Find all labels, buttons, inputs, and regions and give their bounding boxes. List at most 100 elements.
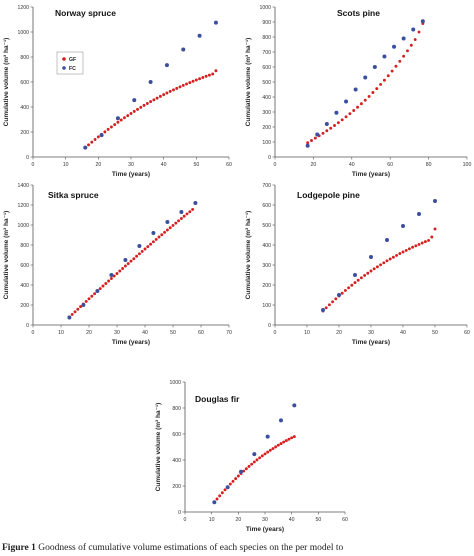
x-tick-label: 40: [349, 162, 355, 168]
gf-point: [404, 248, 408, 252]
x-axis-title: Time (years): [246, 526, 284, 533]
gf-point: [207, 73, 211, 77]
x-tick-label: 50: [170, 330, 176, 336]
x-axis-title: Time (years): [352, 339, 390, 346]
fc-point: [213, 20, 218, 25]
gf-point: [223, 488, 227, 492]
chart-panel-lodgepole-pine: 0 10 20 30 40 50 60 0 100 200 300 400 500 600 700 Time …: [237, 180, 474, 360]
y-axis-title: Cumulative volume (m³ ha⁻¹): [3, 211, 10, 300]
gf-point: [109, 277, 113, 280]
fc-point: [334, 110, 339, 115]
gf-point: [132, 109, 136, 113]
gf-point: [263, 452, 267, 456]
series-fc: [83, 20, 218, 150]
gf-point: [87, 297, 91, 301]
gf-point: [70, 312, 74, 316]
legend-fc-label: FC: [69, 66, 76, 72]
fc-point: [165, 220, 170, 224]
gf-point: [151, 240, 155, 244]
y-tick-label: 0: [268, 155, 271, 161]
x-tick-label: 100: [463, 162, 472, 168]
fc-point: [315, 132, 320, 137]
gf-point: [171, 223, 175, 227]
x-tick-label: 60: [226, 162, 232, 168]
gf-point: [157, 235, 161, 239]
gf-point: [413, 38, 417, 41]
gf-point: [142, 103, 146, 107]
gf-point: [356, 105, 360, 109]
y-tick-label: 900: [262, 20, 271, 26]
y-tick-label: 400: [20, 283, 29, 289]
x-tick-label: 0: [274, 330, 277, 336]
gf-point: [366, 271, 370, 275]
gf-point: [329, 126, 333, 130]
gf-point: [149, 100, 153, 104]
gf-point: [292, 435, 296, 439]
y-tick-label: 400: [172, 458, 181, 464]
x-tick-label: 10: [304, 330, 310, 336]
gf-point: [391, 255, 395, 259]
gf-point: [182, 214, 186, 218]
gf-point: [165, 91, 169, 95]
gf-point: [282, 440, 286, 444]
gf-point: [352, 109, 356, 112]
gf-point: [204, 74, 208, 78]
gf-point: [76, 307, 80, 311]
gf-point: [123, 264, 127, 268]
fc-point: [411, 27, 416, 32]
y-tick-label: 800: [262, 35, 271, 41]
chart-title: Sitka spruce: [48, 190, 99, 200]
gf-point: [149, 242, 153, 246]
gf-point: [107, 279, 111, 283]
gf-point: [154, 237, 158, 241]
chart-svg-2: 0 10 20 30 40 50 60 70 0 200 400 600 800 1000 1200 1400…: [3, 183, 232, 346]
y-tick-label: 600: [172, 432, 181, 438]
gf-point: [103, 130, 107, 134]
gf-point: [427, 238, 431, 242]
fc-point: [179, 210, 184, 214]
gf-point: [258, 456, 262, 460]
x-tick-label: 60: [198, 330, 204, 336]
chart-svg-1: 0 20 40 60 80 1000100200300400500600700800900…: [245, 5, 472, 178]
y-tick-label: 500: [262, 80, 271, 86]
gf-point: [112, 274, 116, 278]
gf-point: [385, 259, 389, 263]
fc-point: [344, 99, 349, 104]
gf-point: [433, 227, 437, 231]
fc-point: [420, 19, 425, 24]
x-tick-label: 30: [368, 330, 374, 336]
gf-point: [123, 116, 126, 120]
gf-point: [382, 78, 386, 82]
fc-point: [109, 273, 114, 277]
y-axis-title: Cumulative volume (m³ ha⁻¹): [245, 38, 252, 127]
gf-point: [135, 254, 139, 258]
fc-point: [433, 199, 437, 203]
gf-point: [163, 230, 167, 234]
gf-point: [386, 74, 390, 78]
gf-point: [363, 273, 367, 277]
gf-point: [174, 221, 178, 225]
gf-point: [98, 287, 102, 291]
fc-point: [181, 47, 186, 52]
gf-point: [165, 228, 169, 232]
chart-panel-sitka-spruce: 0 10 20 30 40 50 60 70 0 200 400 600 800 1000 1200 1400…: [0, 180, 237, 360]
y-tick-label: 800: [172, 406, 181, 412]
gf-point: [236, 474, 240, 478]
fc-point: [401, 36, 406, 41]
gf-point: [90, 140, 94, 144]
x-tick-label: 30: [262, 517, 268, 523]
x-tick-label: 40: [161, 162, 167, 168]
gf-point: [417, 30, 421, 34]
x-axis-title: Time (years): [352, 171, 390, 178]
gf-point: [359, 102, 363, 106]
gf-point: [191, 207, 195, 211]
gf-point: [178, 85, 182, 89]
x-tick-label: 10: [58, 330, 64, 336]
gf-point: [398, 59, 402, 63]
gf-point: [106, 127, 110, 131]
gf-point: [379, 82, 383, 86]
gf-point: [152, 98, 156, 102]
gf-point: [369, 269, 373, 273]
fc-point: [115, 116, 120, 121]
fc-point: [197, 33, 202, 38]
